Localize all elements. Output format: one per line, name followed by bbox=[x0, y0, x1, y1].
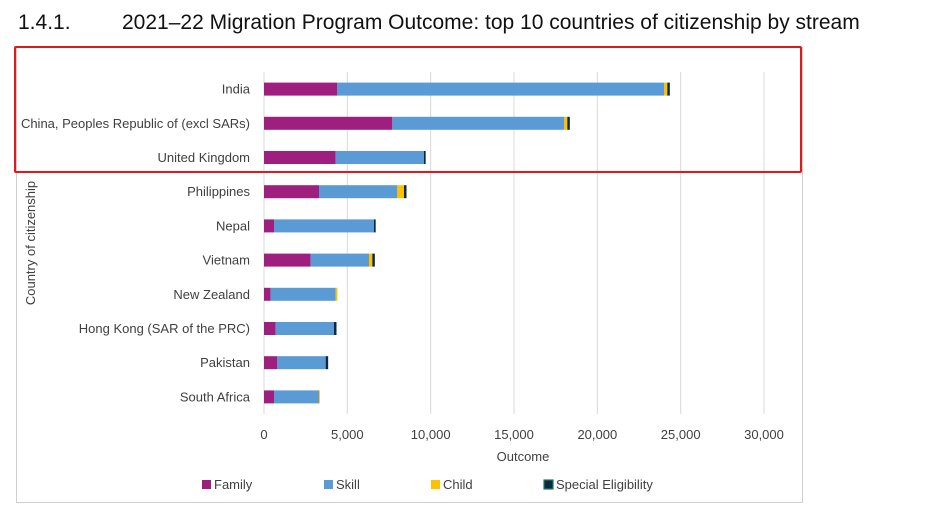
bar-segment-skill bbox=[337, 82, 664, 96]
x-tick-label: 30,000 bbox=[744, 427, 784, 442]
x-tick-label: 15,000 bbox=[494, 427, 534, 442]
bar-segment-special-eligibility bbox=[567, 116, 570, 130]
bar-segment-child bbox=[564, 116, 568, 130]
bar-segment-child bbox=[319, 390, 320, 404]
bar-segment-skill bbox=[274, 219, 374, 233]
heading-title: 2021–22 Migration Program Outcome: top 1… bbox=[122, 11, 860, 34]
heading-number: 1.4.1. bbox=[18, 11, 71, 34]
bars bbox=[264, 82, 670, 404]
legend: Family Skill Child Special Eligibility bbox=[202, 477, 653, 492]
category-label: Philippines bbox=[187, 184, 250, 199]
legend-swatch bbox=[431, 480, 440, 489]
category-label: India bbox=[222, 82, 251, 97]
category-labels: India China, Peoples Republic of (excl SA… bbox=[21, 82, 251, 405]
category-label: Pakistan bbox=[200, 355, 250, 370]
bar-segment-special-eligibility bbox=[404, 185, 407, 199]
bar-segment-skill bbox=[270, 287, 336, 301]
bar-segment-special-eligibility bbox=[424, 151, 426, 164]
bar-segment-skill bbox=[310, 253, 369, 267]
category-label: South Africa bbox=[180, 389, 251, 404]
bar-segment-special-eligibility bbox=[374, 219, 376, 233]
bar-segment-special-eligibility bbox=[372, 253, 375, 267]
bar-segment-family bbox=[264, 253, 311, 267]
highlight-box bbox=[14, 46, 802, 173]
legend-label: Child bbox=[443, 477, 473, 492]
x-tick-label: 20,000 bbox=[577, 427, 617, 442]
chart-heading: 1.4.1. 2021–22 Migration Program Outcome:… bbox=[18, 11, 860, 35]
bar-segment-skill bbox=[277, 356, 326, 370]
bar-segment-skill bbox=[392, 116, 564, 130]
category-label: Nepal bbox=[216, 218, 250, 233]
legend-swatch bbox=[543, 479, 554, 490]
x-tick-label: 5,000 bbox=[331, 427, 364, 442]
bar-segment-family bbox=[264, 219, 274, 233]
bar-segment-special-eligibility bbox=[334, 322, 337, 335]
category-label: New Zealand bbox=[173, 287, 250, 302]
bar-segment-skill bbox=[274, 390, 319, 404]
x-tick-label: 0 bbox=[260, 427, 267, 442]
legend-swatch bbox=[324, 480, 333, 489]
bar-segment-family bbox=[264, 82, 338, 96]
legend-label: Special Eligibility bbox=[556, 477, 653, 492]
bar-segment-special-eligibility bbox=[667, 82, 670, 96]
legend-swatch bbox=[202, 480, 211, 489]
bar-segment-family bbox=[264, 151, 336, 164]
x-tick-labels: 0 5,000 10,000 15,000 20,000 25,000 30,000 bbox=[260, 427, 784, 442]
bar-segment-child bbox=[664, 82, 668, 96]
bar-segment-family bbox=[264, 287, 271, 301]
x-tick-label: 10,000 bbox=[411, 427, 451, 442]
y-axis-title: Country of citizenship bbox=[23, 181, 38, 305]
bar-segment-child bbox=[369, 253, 373, 267]
bar-segment-special-eligibility bbox=[325, 356, 329, 370]
legend-label: Skill bbox=[336, 477, 360, 492]
legend-label: Family bbox=[214, 477, 253, 492]
bar-segment-skill bbox=[319, 185, 398, 199]
category-label: Hong Kong (SAR of the PRC) bbox=[79, 321, 250, 336]
bar-segment-child bbox=[397, 185, 404, 199]
bar-segment-family bbox=[264, 356, 278, 370]
bar-segment-skill bbox=[275, 322, 334, 335]
category-label: China, Peoples Republic of (excl SARs) bbox=[21, 116, 250, 131]
x-axis-title: Outcome bbox=[497, 449, 550, 464]
bar-segment-family bbox=[264, 322, 276, 335]
bar-segment-family bbox=[264, 116, 393, 130]
category-label: Vietnam bbox=[203, 253, 250, 268]
category-label: United Kingdom bbox=[158, 150, 251, 165]
bar-segment-family bbox=[264, 390, 274, 404]
x-tick-label: 25,000 bbox=[661, 427, 701, 442]
bar-segment-child bbox=[335, 287, 338, 301]
bar-segment-skill bbox=[335, 151, 424, 164]
bar-segment-family bbox=[264, 185, 319, 199]
